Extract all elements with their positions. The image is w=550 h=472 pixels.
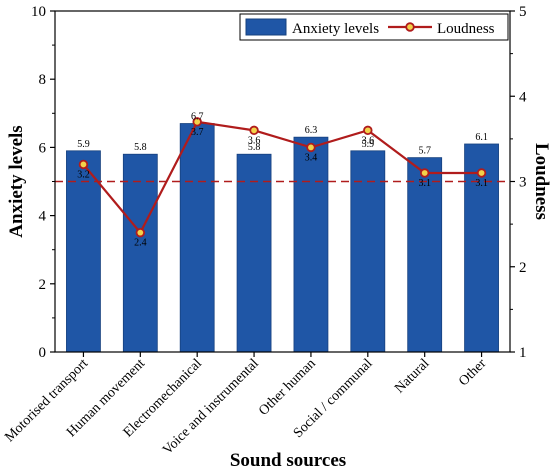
line-series-layer xyxy=(78,117,487,238)
loudness-line xyxy=(82,120,482,235)
loudness-value-label-1: 3.2 xyxy=(77,169,90,180)
x-axis-title: Sound sources xyxy=(230,450,346,471)
y2-axis-title: Loudness xyxy=(531,143,550,220)
loudness-value-label-3: 3.7 xyxy=(191,127,204,138)
loudness-point-4 xyxy=(249,125,259,136)
bar-value-label-7: 5.7 xyxy=(418,146,431,157)
x-category-label-8: Other xyxy=(456,356,489,389)
y-tick-label-4: 6 xyxy=(39,140,47,156)
bar-8 xyxy=(464,143,499,353)
bar-1 xyxy=(66,150,101,353)
legend-bar-swatch xyxy=(245,18,287,36)
y2-tick-label-5: 5 xyxy=(519,4,527,20)
bar-value-label-6: 5.9 xyxy=(362,139,375,150)
loudness-point-2 xyxy=(135,227,146,238)
legend-line-marker xyxy=(405,22,415,32)
bar-value-label-1: 5.9 xyxy=(77,139,90,150)
loudness-point-1 xyxy=(78,159,89,170)
bar-value-label-2: 5.8 xyxy=(134,142,147,153)
legend: Anxiety levels Loudness xyxy=(239,13,509,41)
loudness-value-label-7: 3.1 xyxy=(418,178,431,189)
y2-tick-label-1: 1 xyxy=(519,345,527,361)
bar-value-label-8: 6.1 xyxy=(475,132,488,143)
loudness-value-label-8: 3.1 xyxy=(475,178,488,189)
data-labels-layer: 5.9 5.8 6.7 5.8 6.3 5.9 5.7 6.1 3.2 2.4 3.7 3.6 3.4 3… xyxy=(77,112,488,249)
loudness-value-label-4: 3.6 xyxy=(248,135,261,146)
bar-3 xyxy=(179,123,215,353)
y2-tick-label-4: 4 xyxy=(519,89,527,105)
loudness-value-label-5: 3.4 xyxy=(305,152,318,163)
y-tick-label-5: 8 xyxy=(39,72,47,88)
bar-value-label-5: 6.3 xyxy=(305,125,318,136)
loudness-point-3 xyxy=(192,117,202,127)
y-tick-label-3: 4 xyxy=(39,209,47,225)
y2-tick-label-3: 3 xyxy=(519,175,527,191)
bar-value-label-3: 6.7 xyxy=(191,112,204,123)
legend-bar-label: Anxiety levels xyxy=(292,21,379,37)
x-category-label-4: Voice and instrumental xyxy=(160,356,262,458)
loudness-value-label-6: 3.6 xyxy=(362,135,375,146)
bar-6 xyxy=(350,150,386,353)
bar-4 xyxy=(236,153,272,353)
loudness-point-6 xyxy=(363,125,373,136)
bar-5 xyxy=(293,136,329,353)
y-tick-label-2: 2 xyxy=(39,277,47,293)
legend-line-label: Loudness xyxy=(437,21,495,37)
bar-2 xyxy=(122,153,158,353)
y2-tick-label-2: 2 xyxy=(519,260,527,276)
bars-layer xyxy=(66,123,499,353)
loudness-point-8 xyxy=(476,168,487,178)
y-tick-label-6: 10 xyxy=(31,4,46,20)
y-tick-label-1: 0 xyxy=(39,345,47,361)
bar-7 xyxy=(407,157,443,353)
loudness-point-7 xyxy=(419,168,430,178)
x-category-label-5: Other human xyxy=(256,356,319,419)
loudness-value-label-2: 2.4 xyxy=(134,238,147,249)
y-axis-title: Anxiety levels xyxy=(6,125,27,237)
loudness-point-5 xyxy=(306,142,316,153)
x-category-label-7: Natural xyxy=(392,356,432,396)
bar-value-label-4: 5.8 xyxy=(248,142,261,153)
